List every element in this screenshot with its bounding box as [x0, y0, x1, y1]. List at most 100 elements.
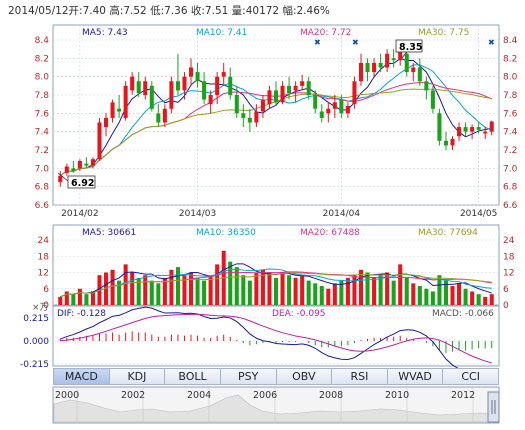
candle-body [182, 76, 187, 91]
volume-bar [365, 272, 370, 305]
volume-bar [417, 286, 422, 305]
candle-body [319, 111, 324, 118]
volume-bar [117, 280, 122, 305]
price-tick-left: 8.2 [35, 54, 49, 64]
volume-bar [378, 275, 383, 305]
tab-boll[interactable]: BOLL [165, 368, 221, 385]
volume-bar [391, 280, 396, 305]
volume-bar [254, 272, 259, 305]
tab-psy[interactable]: PSY [220, 368, 277, 385]
candle-body [287, 85, 292, 94]
candle-body [156, 113, 161, 123]
candle-body [300, 81, 305, 86]
candle-body [97, 122, 102, 160]
candle-body [273, 90, 279, 103]
high-price-callout: 8.35 [395, 39, 422, 59]
price-tick-left: 7.8 [35, 91, 50, 101]
tab-wvad[interactable]: WVAD [387, 368, 444, 385]
tab-rsi[interactable]: RSI [332, 368, 388, 385]
volume-tick-right: 18 [503, 252, 515, 262]
change-label: 幅 [282, 5, 293, 17]
macd-lines [60, 306, 492, 375]
price-tick-right: 7.2 [503, 146, 517, 156]
tab-obv[interactable]: OBV [276, 368, 333, 385]
star-marker-icon[interactable]: ✖ [314, 38, 321, 47]
price-ma30-label: MA30: 7.75 [418, 28, 469, 38]
volume-bar [195, 277, 200, 305]
candle-body [306, 81, 311, 95]
high-value: 7.52 [123, 5, 147, 17]
volume-tick-left: 18 [38, 252, 50, 262]
candle-body [260, 99, 265, 112]
date-tick: 2014/02 [61, 209, 98, 219]
price-axis-right: 8.4 8.2 8.0 7.8 7.6 7.4 7.2 7.0 6.8 6.6 [503, 36, 518, 211]
volume-bar [77, 288, 82, 305]
volume-bar [483, 296, 488, 305]
price-tick-right: 7.8 [503, 91, 518, 101]
volume-tick-left: 6 [43, 285, 49, 295]
volume-ma30-line [60, 272, 492, 298]
volume-bar [169, 269, 174, 305]
tab-cci[interactable]: CCI [443, 368, 499, 385]
volume-bar [228, 261, 233, 305]
volume-bar [404, 277, 409, 305]
star-marker-icon[interactable]: ✖ [488, 38, 495, 47]
tab-macd[interactable]: MACD [53, 368, 110, 385]
candle-body [385, 53, 390, 68]
low-label: 低 [150, 5, 161, 17]
candle-body [476, 127, 481, 130]
timeline-history-area [53, 394, 499, 423]
volume-ma20-label: MA20: 67488 [300, 228, 360, 238]
price-ma20-label: MA20: 7.72 [300, 28, 351, 38]
indicator-tabs: MACD KDJ BOLL PSY OBV RSI WVAD CCI [53, 368, 499, 385]
volume-bar [149, 280, 154, 305]
candle-body [188, 67, 194, 77]
star-marker-icon[interactable]: ✖ [352, 38, 359, 47]
volume-ma5-label: MA5: 30661 [82, 228, 136, 238]
candle-body [241, 113, 246, 118]
close-label: 收 [190, 5, 202, 17]
volume-bar [306, 280, 311, 305]
volume-tick-right: 0 [503, 301, 509, 311]
volume-bar [90, 291, 95, 305]
volume-bar [443, 280, 448, 305]
volume-bar [450, 286, 455, 305]
candle-body [234, 95, 239, 114]
volume-bar [241, 275, 246, 305]
volume-bar [64, 291, 69, 305]
candle-body [247, 117, 252, 123]
volume-bar [358, 269, 364, 305]
volume-bar [398, 264, 403, 305]
volume-tick-right: 24 [503, 236, 515, 246]
volume-bar [470, 291, 475, 305]
dea-label: DEA: -0.095 [272, 309, 326, 319]
volume-bar [71, 294, 76, 305]
volume-bar [202, 280, 207, 305]
timeline-year-label: 2010 [385, 390, 409, 401]
volume-bar [215, 264, 220, 305]
price-panel [52, 24, 500, 206]
candle-body [326, 108, 331, 114]
volume-bars [58, 250, 494, 305]
volume-bar [345, 277, 350, 305]
candle-body [90, 159, 95, 166]
tab-kdj[interactable]: KDJ [109, 368, 166, 385]
macd-tick: -0.215 [20, 360, 49, 370]
timeline-range-handle[interactable] [487, 391, 500, 423]
candle-body [358, 62, 364, 82]
macd-axis: 0.215 0.000 -0.215 [20, 314, 49, 370]
volume-bar [182, 275, 187, 305]
volume-bar [352, 275, 357, 305]
volume-bar [260, 269, 265, 305]
quote-date: 2014/05/12 [8, 5, 69, 17]
svg-text:✖: ✖ [352, 38, 359, 47]
volume-bar [457, 283, 462, 305]
price-tick-left: 6.8 [35, 183, 50, 193]
volume-bar [293, 277, 298, 305]
candlesticks [58, 44, 494, 187]
macd-panel [52, 305, 500, 367]
volume-bar [411, 283, 416, 305]
candle-body [280, 85, 285, 103]
volume-bar [143, 275, 148, 305]
